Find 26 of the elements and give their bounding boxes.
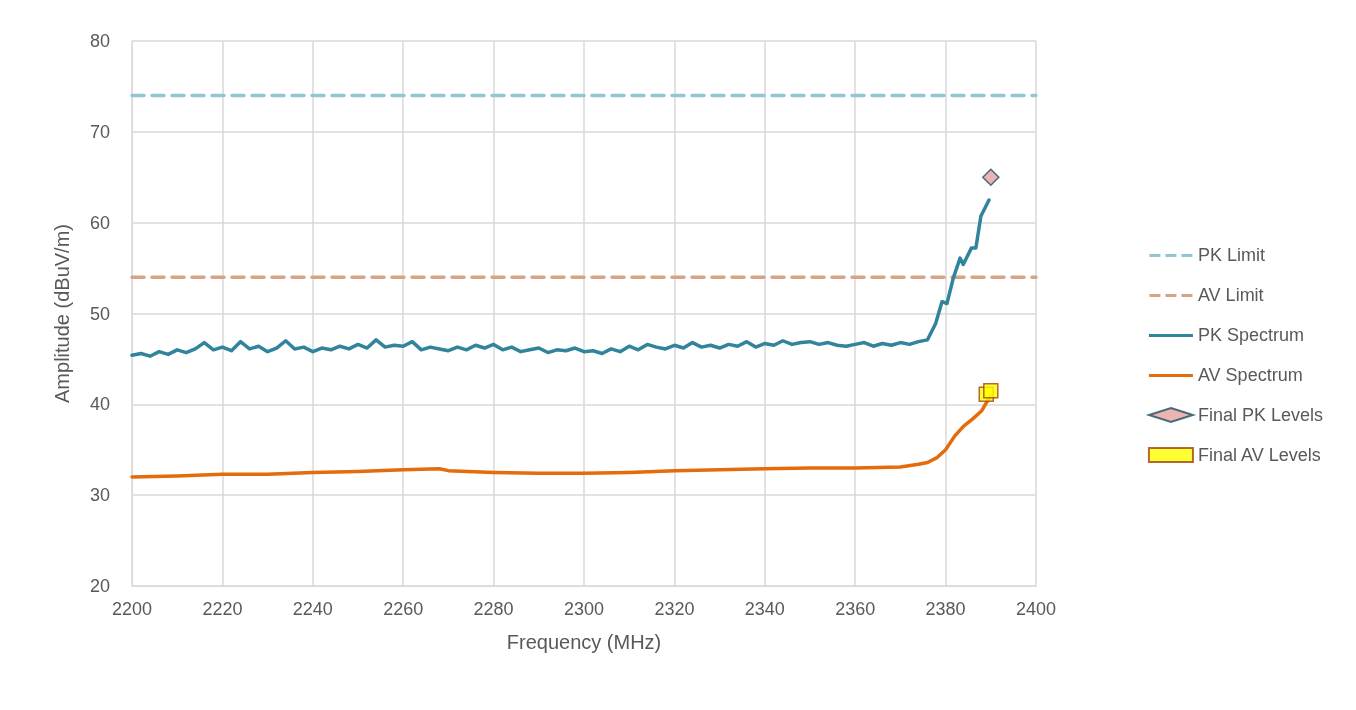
y-tick-label: 70 <box>89 121 110 142</box>
legend-label: AV Limit <box>1197 285 1264 305</box>
x-tick-label: 2380 <box>925 599 966 619</box>
x-tick-label: 2220 <box>202 599 243 619</box>
y-axis-title: Amplitude (dBuV/m) <box>51 224 73 403</box>
y-tick-label: 50 <box>89 303 110 324</box>
y-tick-label: 80 <box>89 31 110 51</box>
legend-label: AV Spectrum <box>1197 365 1303 385</box>
x-tick-label: 2400 <box>1015 599 1057 619</box>
legend-label: PK Spectrum <box>1197 325 1304 345</box>
legend-label: PK Limit <box>1197 245 1265 265</box>
x-tick-label: 2280 <box>473 599 514 619</box>
x-axis-title: Frequency (MHz) <box>506 631 662 653</box>
y-tick-label: 30 <box>89 485 110 506</box>
legend-label: Final AV Levels <box>1197 445 1321 465</box>
x-tick-label: 2260 <box>383 599 424 619</box>
y-tick-label: 40 <box>89 394 110 415</box>
x-tick-label: 2320 <box>654 599 695 619</box>
x-tick-label: 2360 <box>835 599 876 619</box>
y-tick-label: 20 <box>89 576 110 596</box>
x-tick-label: 2340 <box>744 599 785 619</box>
y-tick-label: 60 <box>89 212 110 233</box>
x-tick-label: 2200 <box>111 599 153 619</box>
legend-label: Final PK Levels <box>1197 405 1323 425</box>
x-tick-label: 2300 <box>563 599 605 619</box>
x-tick-label: 2240 <box>292 599 333 619</box>
